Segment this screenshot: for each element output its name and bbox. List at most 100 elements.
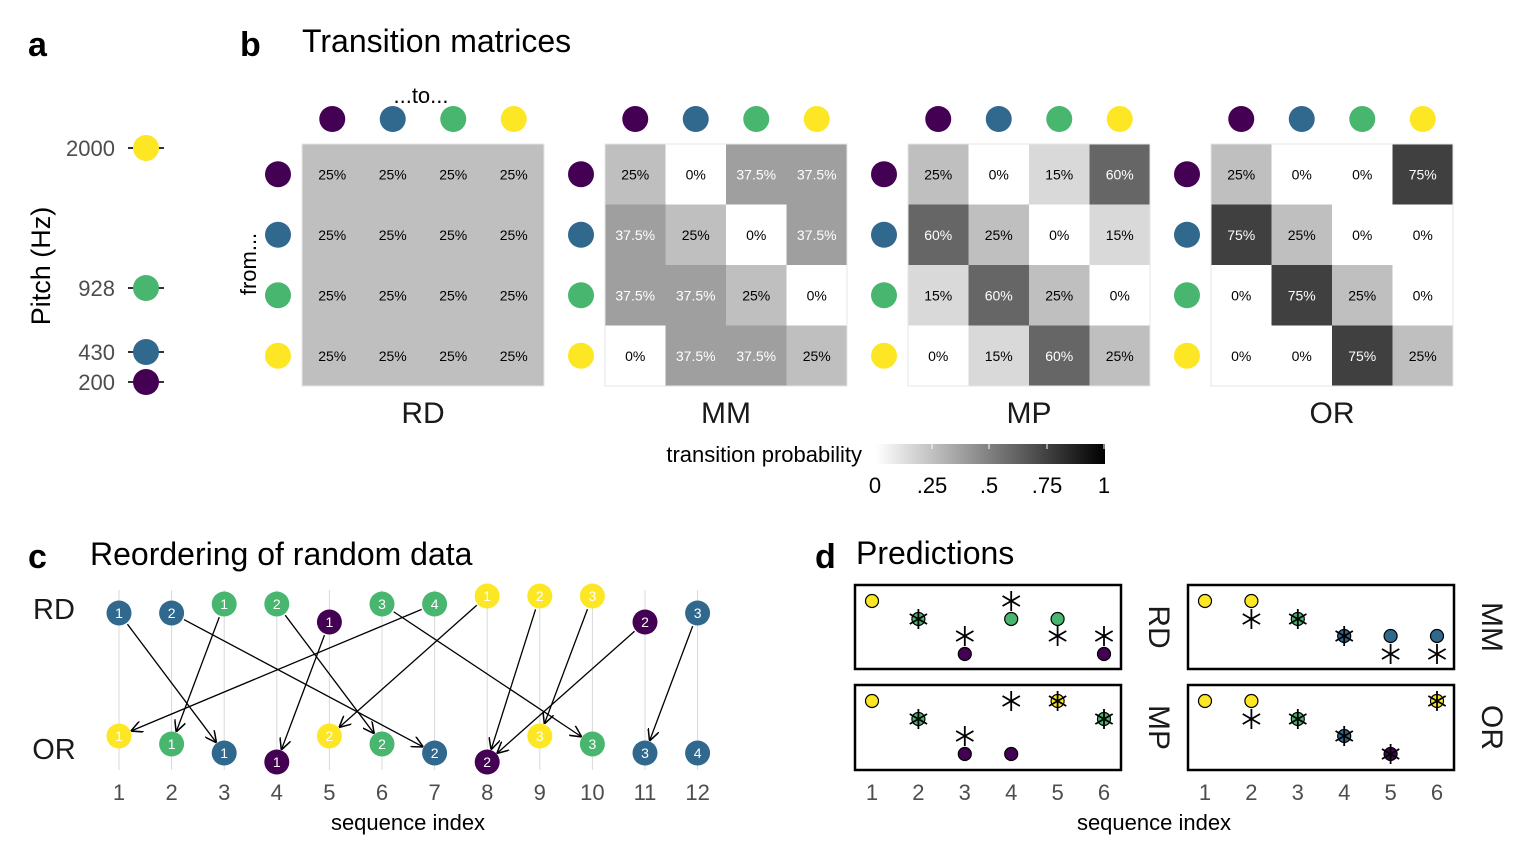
- matrix-cell-label: 0%: [1231, 287, 1251, 303]
- matrix-cell: [786, 325, 848, 387]
- matrix-cell: [968, 325, 1030, 387]
- pitch-tick-label-430: 430: [78, 340, 115, 365]
- to-state-dot-2000: [803, 106, 830, 132]
- matrix-cell: [1211, 204, 1272, 266]
- matrix-cell: [1332, 265, 1393, 326]
- observed-point: [957, 646, 972, 662]
- legend-colorbar: [876, 444, 1105, 464]
- prediction-panel-label: MM: [1475, 602, 1508, 652]
- matrix-cell: [968, 265, 1030, 326]
- pitch-scale: 2000 928 430 200: [66, 135, 164, 395]
- prediction-star-stroke: [1094, 630, 1114, 642]
- pitch-tick-label-2000: 2000: [66, 136, 115, 161]
- predicted-star: [1242, 709, 1261, 729]
- reorder-point-or: [422, 740, 448, 766]
- matrix-cell-label: 60%: [985, 287, 1013, 303]
- prediction-star-stroke: [1335, 630, 1354, 642]
- matrix-cell-label: 0%: [1292, 166, 1312, 182]
- reorder-arrow: [177, 616, 220, 731]
- predicted-star: [1288, 709, 1307, 729]
- matrix-cell-label: 25%: [439, 227, 467, 243]
- prediction-star-stroke: [1288, 713, 1307, 725]
- pitch-tick-label-928: 928: [78, 276, 115, 301]
- reorder-point-or: [211, 740, 237, 766]
- matrix-cell: [483, 144, 545, 205]
- matrix-name-label: MM: [701, 397, 751, 430]
- observed-point: [1429, 628, 1445, 644]
- reorder-point-or: [685, 740, 711, 766]
- matrix-cell: [483, 325, 545, 387]
- prediction-star-stroke: [1381, 748, 1400, 760]
- predicted-star: [909, 609, 928, 629]
- matrix-cell-label: 37.5%: [736, 166, 776, 182]
- panel-c-xlabel: sequence index: [331, 810, 485, 835]
- observed-point: [1197, 593, 1213, 609]
- matrix-frame: [301, 143, 545, 387]
- from-state-dot-928: [1174, 282, 1200, 309]
- prediction-frame: [1186, 583, 1456, 671]
- prediction-panel-mp: MP: [853, 683, 1175, 772]
- matrix-cell: [726, 144, 787, 205]
- prediction-x-tick: 1: [866, 780, 878, 805]
- prediction-frame: [1186, 683, 1456, 772]
- observed-point: [864, 593, 880, 609]
- from-state-dot-200: [1174, 161, 1200, 188]
- matrix-cell: [1029, 144, 1090, 205]
- matrix-cell-label: 25%: [318, 227, 346, 243]
- matrix-cell-label: 15%: [924, 287, 952, 303]
- prediction-x-tick: 5: [1384, 780, 1396, 805]
- legend-tick-label: .75: [1032, 473, 1063, 498]
- predicted-star: [1094, 709, 1114, 729]
- matrix-cell: [908, 265, 969, 326]
- matrix-cell: [1029, 265, 1090, 326]
- matrix-cell-label: 60%: [1045, 348, 1073, 364]
- prediction-star-stroke: [955, 730, 974, 742]
- matrix-cell: [362, 265, 424, 326]
- matrix-cell-label: 75%: [1288, 287, 1316, 303]
- observed-point: [1004, 611, 1019, 627]
- pitch-tick-label-200: 200: [78, 370, 115, 395]
- matrix-cell-label: 0%: [1231, 348, 1251, 364]
- matrix-cell: [423, 265, 484, 326]
- reorder-point-label: 1: [115, 605, 123, 621]
- matrix-cell-label: 37.5%: [797, 227, 837, 243]
- prediction-panel-label: MP: [1142, 705, 1175, 750]
- matrix-cell-label: 25%: [379, 227, 407, 243]
- observed-point: [1004, 746, 1019, 762]
- matrix-cell: [1211, 144, 1272, 205]
- panel-letter-d: d: [815, 538, 836, 576]
- reorder-arrow: [498, 630, 635, 752]
- prediction-star-stroke: [1002, 695, 1021, 707]
- pitch-point-430: [133, 339, 159, 365]
- matrix-cell: [605, 204, 666, 266]
- reorder-point-rd: [316, 609, 342, 635]
- matrix-name-label: MP: [1007, 397, 1052, 430]
- from-state-dot-928: [568, 282, 594, 309]
- reorder-point-or: [527, 723, 553, 749]
- matrix-cell-label: 25%: [379, 166, 407, 182]
- matrix-cell: [908, 204, 969, 266]
- matrix-cell-label: 25%: [500, 287, 528, 303]
- matrix-cell-label: 25%: [439, 287, 467, 303]
- matrix-cell: [665, 144, 727, 205]
- reorder-arrow: [183, 619, 422, 747]
- prediction-star-stroke: [1002, 595, 1021, 607]
- predicted-star: [1048, 626, 1067, 646]
- reorder-point-or: [159, 731, 185, 757]
- matrix-cell: [302, 144, 363, 205]
- predicted-star: [1427, 644, 1447, 664]
- reorder-point-label: 3: [536, 728, 544, 744]
- observed-point: [864, 693, 880, 709]
- reorder-x-tick: 9: [534, 780, 546, 805]
- from-state-dot-2000: [265, 342, 291, 369]
- reorder-arrow: [650, 625, 694, 740]
- reorder-x-tick: 2: [165, 780, 177, 805]
- reorder-x-tick: 5: [323, 780, 335, 805]
- matrix-cell: [786, 204, 848, 266]
- matrix-cell-label: 25%: [1227, 166, 1255, 182]
- panel-letter-c: c: [28, 538, 47, 576]
- reorder-point-label: 1: [483, 588, 491, 604]
- matrix-cell: [665, 204, 727, 266]
- matrix-cell-label: 0%: [625, 348, 645, 364]
- predicted-star: [1048, 691, 1067, 711]
